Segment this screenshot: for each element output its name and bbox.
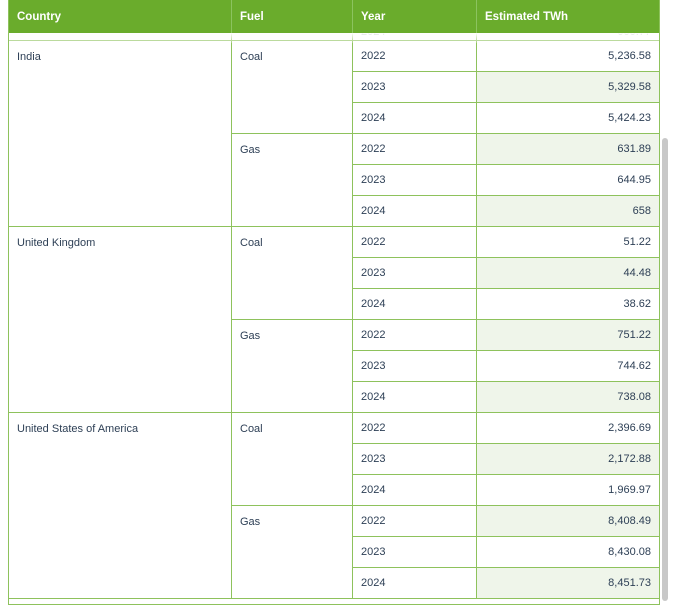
table-cell-twh: 000.77: [477, 33, 659, 41]
table-header: Country Fuel Year Estimated TWh: [9, 0, 659, 33]
table-cell-year: 2023: [353, 258, 477, 289]
table-cell-year: 2023: [353, 444, 477, 475]
table-cell-year: 2024: [353, 568, 477, 599]
table-cell-country: India: [9, 41, 232, 227]
table-cell-year: 2022: [353, 413, 477, 444]
table-cell-twh: 5,329.58: [477, 72, 659, 103]
table-cell-twh: 51.22: [477, 227, 659, 258]
header-country[interactable]: Country: [9, 0, 232, 33]
table-cell-twh: 658: [477, 196, 659, 227]
table-cell-year: 2023: [353, 72, 477, 103]
table-cell-fuel: Coal: [232, 227, 353, 320]
table-cell-country: United States of America: [9, 413, 232, 599]
table-cell-year: 2022: [353, 134, 477, 165]
table-cell-fuel: [232, 33, 353, 41]
table-cell-twh: 8,451.73: [477, 568, 659, 599]
header-year[interactable]: Year: [353, 0, 477, 33]
table-cell-fuel: Coal: [232, 41, 353, 134]
table-cell-twh: 1,969.97: [477, 475, 659, 506]
table-cell-twh: 44.48: [477, 258, 659, 289]
table-cell-twh: 5,424.23: [477, 103, 659, 134]
table-cell-twh: 38.62: [477, 289, 659, 320]
scrollbar-thumb[interactable]: [662, 138, 668, 601]
table-cell-twh: 2,396.69: [477, 413, 659, 444]
table-cell-twh: 631.89: [477, 134, 659, 165]
table-cell-fuel: Gas: [232, 134, 353, 227]
table-cell-twh: 644.95: [477, 165, 659, 196]
table-cell-year: 2022: [353, 227, 477, 258]
table-cell-year: 2023: [353, 537, 477, 568]
table-cell-twh: 5,236.58: [477, 41, 659, 72]
vertical-scrollbar[interactable]: [660, 138, 669, 601]
header-fuel[interactable]: Fuel: [232, 0, 353, 33]
table-cell-fuel: Gas: [232, 506, 353, 599]
data-table: Country Fuel Year Estimated TWh 2024000.…: [8, 0, 660, 605]
table-cell-year: 2024: [353, 382, 477, 413]
table-cell-twh: 751.22: [477, 320, 659, 351]
table-cell-year: 2023: [353, 351, 477, 382]
header-estimated-twh[interactable]: Estimated TWh: [485, 11, 569, 23]
table-cell-fuel: Gas: [232, 320, 353, 413]
table-cell-twh: 744.62: [477, 351, 659, 382]
table-cell-year: 2022: [353, 320, 477, 351]
table-body[interactable]: 2024000.77IndiaCoal20225,236.5820235,329…: [9, 33, 659, 604]
table-cell-twh: 2,172.88: [477, 444, 659, 475]
table-cell-year: 2024: [353, 196, 477, 227]
table-cell-year: 2023: [353, 165, 477, 196]
table-cell-fuel: Coal: [232, 413, 353, 506]
table-cell-year: 2024: [353, 289, 477, 320]
table-cell-twh: 8,430.08: [477, 537, 659, 568]
table-cell-twh: 8,408.49: [477, 506, 659, 537]
table-cell-country: United Kingdom: [9, 227, 232, 413]
table-cell-country: [9, 33, 232, 41]
table-cell-year: 2024: [353, 103, 477, 134]
table-cell-year: 2024: [353, 33, 477, 41]
table-cell-year: 2024: [353, 475, 477, 506]
table-cell-year: 2022: [353, 41, 477, 72]
table-cell-twh: 738.08: [477, 382, 659, 413]
table-cell-year: 2022: [353, 506, 477, 537]
